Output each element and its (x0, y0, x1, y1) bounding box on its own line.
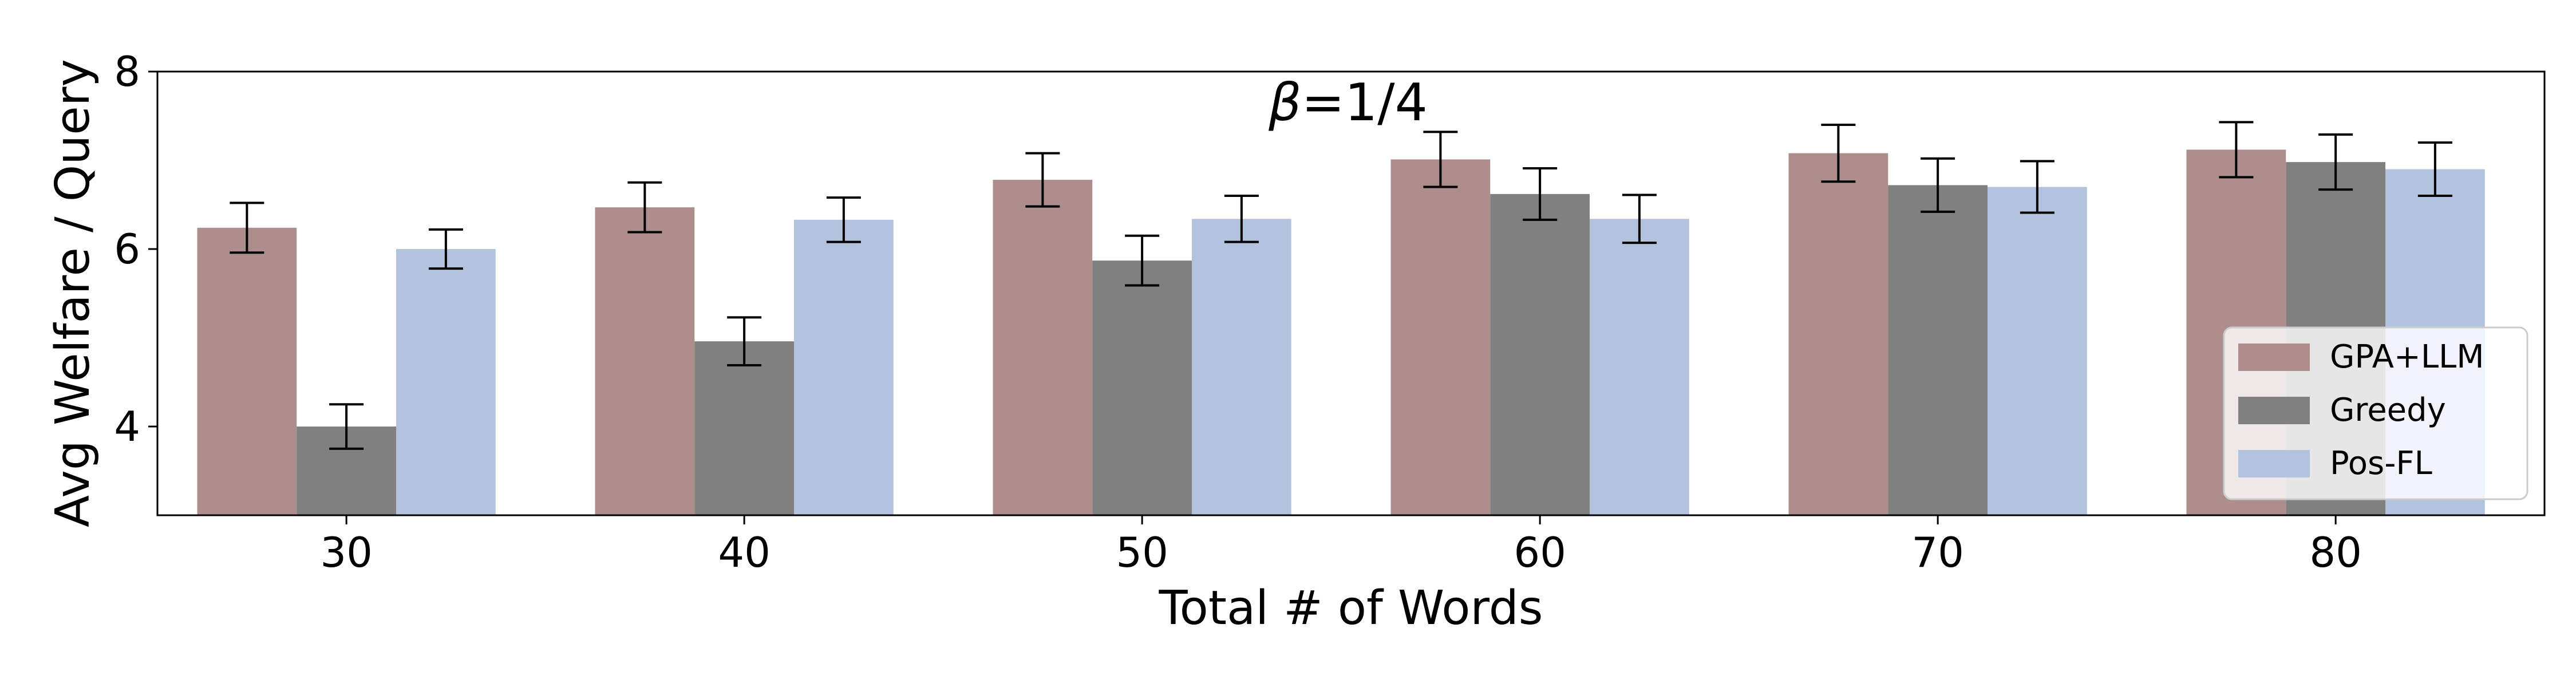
error-bars-layer (230, 121, 2452, 450)
error-bar-pos-fl-80 (2417, 141, 2452, 197)
error-bar-pos-fl-40 (826, 196, 861, 243)
x-axis: 30 40 50 60 70 80 (320, 515, 2362, 577)
legend: GPA+LLM Greedy Pos-FL (2223, 326, 2528, 500)
x-tick-label-80: 80 (2309, 528, 2362, 577)
bar-greedy-70 (1888, 185, 1988, 515)
error-bar-pos-fl-30 (428, 228, 463, 270)
chart-title-beta: β (1268, 73, 1301, 133)
error-bar-greedy-50 (1125, 234, 1160, 287)
bar-greedy-60 (1490, 194, 1590, 515)
legend-swatch-gpa-llm (2238, 344, 2310, 371)
error-bar-gpa-llm-50 (1025, 152, 1060, 208)
bar-gpa-llm-40 (595, 207, 695, 515)
x-tick-label-70: 70 (1911, 528, 1964, 577)
legend-label-gpa-llm: GPA+LLM (2330, 338, 2484, 376)
error-bar-pos-fl-50 (1224, 195, 1259, 243)
y-axis-title: Avg Welfare / Query (46, 59, 100, 527)
bar-greedy-50 (1092, 260, 1192, 515)
error-bar-greedy-40 (727, 316, 762, 367)
bar-pos-fl-60 (1590, 219, 1689, 515)
error-bar-greedy-30 (329, 403, 364, 450)
error-bar-gpa-llm-60 (1423, 131, 1458, 188)
error-bar-gpa-llm-40 (627, 181, 662, 234)
bar-pos-fl-30 (396, 249, 496, 515)
bar-gpa-llm-60 (1390, 159, 1491, 515)
error-bar-gpa-llm-80 (2219, 121, 2254, 179)
y-tick-label-8: 8 (114, 48, 140, 96)
y-axis: 4 6 8 (114, 48, 157, 451)
bar-greedy-40 (694, 341, 794, 515)
x-tick-label-40: 40 (718, 528, 771, 577)
error-bar-pos-fl-70 (2020, 160, 2055, 214)
x-tick-label-60: 60 (1514, 528, 1566, 577)
bar-gpa-llm-50 (993, 180, 1093, 516)
x-axis-title: Total # of Words (1159, 581, 1543, 635)
bar-pos-fl-70 (1988, 187, 2087, 515)
legend-label-pos-fl: Pos-FL (2330, 445, 2432, 482)
chart-title: β=1/4 (1268, 73, 1428, 133)
error-bar-gpa-llm-30 (230, 202, 264, 254)
bar-gpa-llm-30 (197, 227, 297, 515)
error-bar-greedy-70 (1921, 157, 1955, 213)
legend-label-greedy: Greedy (2330, 392, 2446, 429)
error-bar-greedy-80 (2318, 133, 2353, 191)
plot-area-frame (156, 70, 2546, 516)
chart-title-value: =1/4 (1302, 73, 1428, 133)
error-bar-greedy-60 (1523, 167, 1558, 221)
y-tick-label-4: 4 (114, 402, 140, 451)
error-bar-gpa-llm-70 (1821, 124, 1856, 183)
bar-pos-fl-50 (1192, 219, 1291, 515)
bars-layer (197, 149, 2485, 516)
error-bar-pos-fl-60 (1622, 194, 1657, 244)
bar-gpa-llm-70 (1788, 153, 1888, 516)
x-tick-label-50: 50 (1116, 528, 1168, 577)
y-tick-label-6: 6 (114, 225, 140, 273)
x-tick-label-30: 30 (320, 528, 373, 577)
legend-swatch-pos-fl (2238, 450, 2310, 477)
bar-pos-fl-40 (794, 219, 894, 516)
legend-swatch-greedy (2238, 397, 2310, 424)
